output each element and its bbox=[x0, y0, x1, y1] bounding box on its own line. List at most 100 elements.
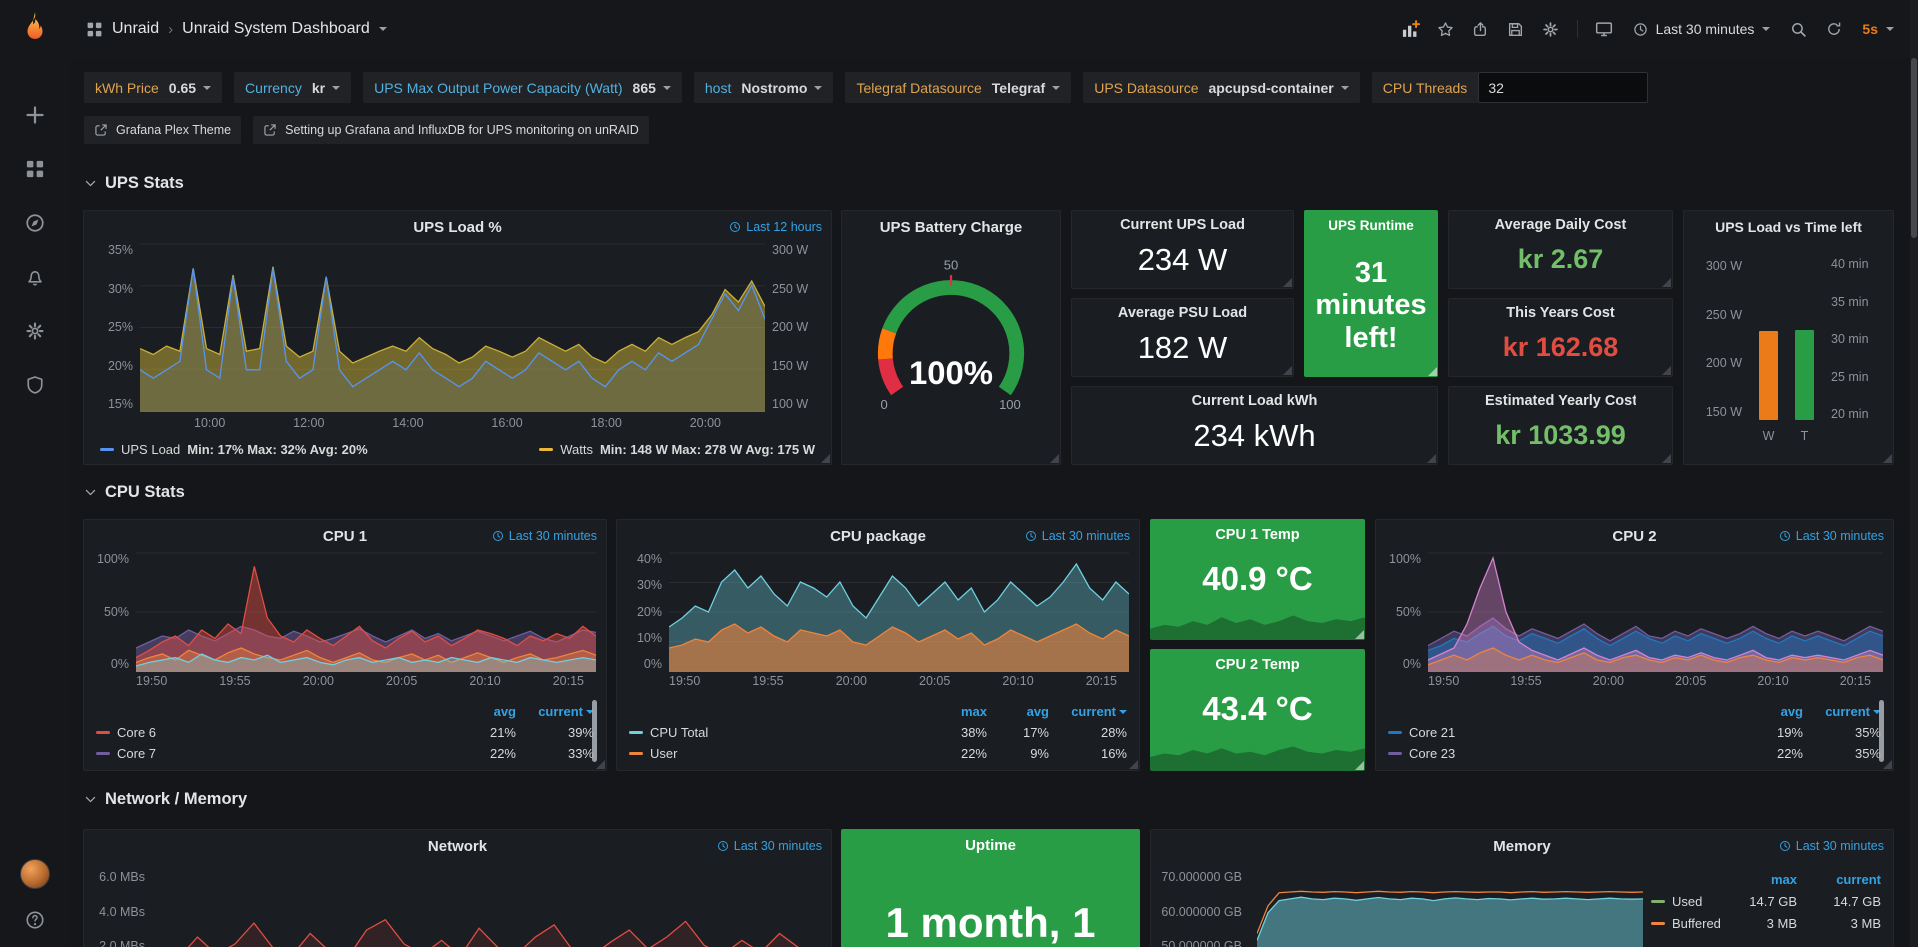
panel-time-override[interactable]: Last 12 hours bbox=[729, 220, 822, 234]
variable-ups-max-output[interactable]: UPS Max Output Power Capacity (Watt) 865 bbox=[363, 72, 682, 103]
section-network-memory[interactable]: Network / Memory bbox=[84, 790, 247, 809]
panel-title[interactable]: CPU 2 Temp bbox=[1215, 657, 1300, 673]
panel-title[interactable]: UPS Runtime bbox=[1328, 218, 1414, 233]
panel-time-override[interactable]: Last 30 minutes bbox=[1779, 529, 1884, 543]
legend-col-current[interactable]: current bbox=[1049, 704, 1127, 719]
cpu-package-chart[interactable] bbox=[669, 552, 1129, 672]
legend-series[interactable]: Core 23 bbox=[1388, 746, 1735, 761]
sidebar-explore-button[interactable] bbox=[15, 210, 55, 236]
refresh-button[interactable] bbox=[1817, 12, 1850, 46]
cpu-threads-input[interactable]: 32 bbox=[1478, 72, 1649, 103]
panel-title[interactable]: Uptime bbox=[965, 837, 1016, 854]
breadcrumb-app[interactable]: Unraid bbox=[112, 20, 160, 37]
scrollbar-thumb[interactable] bbox=[1911, 58, 1917, 238]
dashboard-link-ups-guide[interactable]: Setting up Grafana and InfluxDB for UPS … bbox=[253, 116, 649, 144]
legend-series[interactable]: Core 6 bbox=[96, 725, 448, 740]
network-chart[interactable] bbox=[160, 866, 817, 947]
legend-series[interactable]: Core 7 bbox=[96, 746, 448, 761]
series-swatch bbox=[539, 448, 554, 451]
panel-title[interactable]: UPS Battery Charge bbox=[879, 219, 1023, 236]
legend-col-current[interactable]: current bbox=[1803, 704, 1881, 719]
page-scrollbar[interactable] bbox=[1910, 0, 1918, 947]
legend-col-avg[interactable]: avg bbox=[493, 704, 516, 719]
save-dashboard-button[interactable] bbox=[1499, 12, 1532, 46]
dashboard-link-plex-theme[interactable]: Grafana Plex Theme bbox=[84, 116, 242, 144]
sidebar-dashboards-button[interactable] bbox=[15, 156, 55, 182]
legend-col-current[interactable]: current bbox=[516, 704, 594, 719]
cycle-view-button[interactable] bbox=[1588, 12, 1621, 46]
navbar-actions: Last 30 minutes 5s bbox=[1394, 12, 1904, 46]
variable-telegraf-datasource[interactable]: Telegraf Datasource Telegraf bbox=[845, 72, 1072, 103]
variable-host[interactable]: host Nostromo bbox=[693, 72, 834, 103]
section-cpu-stats[interactable]: CPU Stats bbox=[84, 483, 185, 502]
legend-row: CPU Total 38% 17% 28% bbox=[629, 722, 1127, 743]
breadcrumb: Unraid › Unraid System Dashboard bbox=[86, 20, 387, 38]
cpu2-chart[interactable] bbox=[1428, 552, 1883, 672]
help-button[interactable] bbox=[15, 907, 55, 933]
dashboard-settings-button[interactable] bbox=[1534, 12, 1567, 46]
panel-time-override[interactable]: Last 30 minutes bbox=[1779, 839, 1884, 853]
sidebar-create-button[interactable] bbox=[15, 102, 55, 128]
section-title: Network / Memory bbox=[105, 790, 248, 808]
clock-icon bbox=[492, 530, 504, 542]
user-avatar[interactable] bbox=[15, 859, 55, 889]
title-caret-icon[interactable] bbox=[378, 27, 387, 31]
zoom-out-button[interactable] bbox=[1782, 12, 1815, 46]
sidebar-alerting-button[interactable] bbox=[15, 264, 55, 290]
panel-title[interactable]: Current Load kWh bbox=[1191, 393, 1318, 409]
memory-chart[interactable] bbox=[1257, 866, 1643, 947]
legend-col-avg[interactable]: avg bbox=[1780, 704, 1803, 719]
legend-series[interactable]: Core 21 bbox=[1388, 725, 1735, 740]
section-ups-stats[interactable]: UPS Stats bbox=[84, 174, 184, 193]
add-panel-button[interactable] bbox=[1394, 12, 1427, 46]
panel-time-override[interactable]: Last 30 minutes bbox=[1025, 529, 1130, 543]
panel-title[interactable]: CPU 1 bbox=[322, 528, 368, 545]
panel-time-override[interactable]: Last 30 minutes bbox=[717, 839, 822, 853]
graph-legend: max avg current CPU Total 38% 17% 28% Us… bbox=[629, 701, 1127, 764]
panel-title[interactable]: CPU 2 bbox=[1612, 528, 1657, 545]
refresh-interval-picker[interactable]: 5s bbox=[1852, 12, 1904, 46]
legend-col-avg[interactable]: avg bbox=[1026, 704, 1049, 719]
panel-title[interactable]: Network bbox=[427, 838, 488, 855]
legend-series-watts[interactable]: Watts Min: 148 W Max: 278 W Avg: 175 W bbox=[539, 442, 815, 457]
ups-load-chart[interactable] bbox=[140, 243, 765, 412]
panel-title[interactable]: This Years Cost bbox=[1506, 305, 1615, 321]
legend-series[interactable]: CPU Total bbox=[629, 725, 925, 740]
legend-value: 17% bbox=[1022, 725, 1049, 740]
legend-series[interactable]: Used bbox=[1651, 894, 1721, 909]
legend-scrollbar[interactable] bbox=[592, 700, 597, 762]
legend-header: max current bbox=[1651, 868, 1881, 890]
variable-currency[interactable]: Currency kr bbox=[234, 72, 352, 103]
variable-ups-datasource[interactable]: UPS Datasource apcupsd-container bbox=[1083, 72, 1360, 103]
dashboard-title[interactable]: Unraid System Dashboard bbox=[182, 20, 370, 37]
sidebar-configuration-button[interactable] bbox=[15, 318, 55, 344]
panel-title[interactable]: UPS Load % bbox=[413, 219, 502, 236]
share-dashboard-button[interactable] bbox=[1464, 12, 1497, 46]
legend-series[interactable]: User bbox=[629, 746, 925, 761]
panel-title[interactable]: Average PSU Load bbox=[1117, 305, 1248, 321]
panel-title[interactable]: Estimated Yearly Cost bbox=[1485, 393, 1636, 409]
panel-title[interactable]: CPU package bbox=[830, 528, 926, 545]
panel-time-override[interactable]: Last 30 minutes bbox=[492, 529, 597, 543]
time-range-picker[interactable]: Last 30 minutes bbox=[1623, 12, 1781, 46]
link-label: Setting up Grafana and InfluxDB for UPS … bbox=[285, 123, 639, 137]
legend-col-current[interactable]: current bbox=[1836, 871, 1881, 887]
legend-series-ups-load[interactable]: UPS Load Min: 17% Max: 32% Avg: 20% bbox=[100, 442, 368, 457]
legend-col-max[interactable]: max bbox=[960, 704, 987, 719]
sidebar-admin-button[interactable] bbox=[15, 372, 55, 398]
legend-series[interactable]: Buffered bbox=[1651, 916, 1721, 931]
panel-title[interactable]: Memory bbox=[1493, 838, 1551, 855]
panel-title[interactable]: CPU 1 Temp bbox=[1215, 527, 1300, 543]
breadcrumb-separator: › bbox=[168, 20, 174, 38]
panel-title[interactable]: Average Daily Cost bbox=[1494, 217, 1627, 233]
variable-kwh-price[interactable]: kWh Price 0.65 bbox=[84, 72, 223, 103]
save-icon bbox=[1507, 21, 1524, 38]
grafana-logo[interactable] bbox=[0, 0, 70, 58]
star-dashboard-button[interactable] bbox=[1429, 12, 1462, 46]
legend-scrollbar[interactable] bbox=[1879, 700, 1884, 762]
panel-title[interactable]: UPS Load vs Time left bbox=[1715, 219, 1862, 235]
panel-title[interactable]: Current UPS Load bbox=[1120, 217, 1245, 233]
legend-col-max[interactable]: max bbox=[1770, 871, 1797, 887]
cpu1-chart[interactable] bbox=[136, 552, 596, 672]
